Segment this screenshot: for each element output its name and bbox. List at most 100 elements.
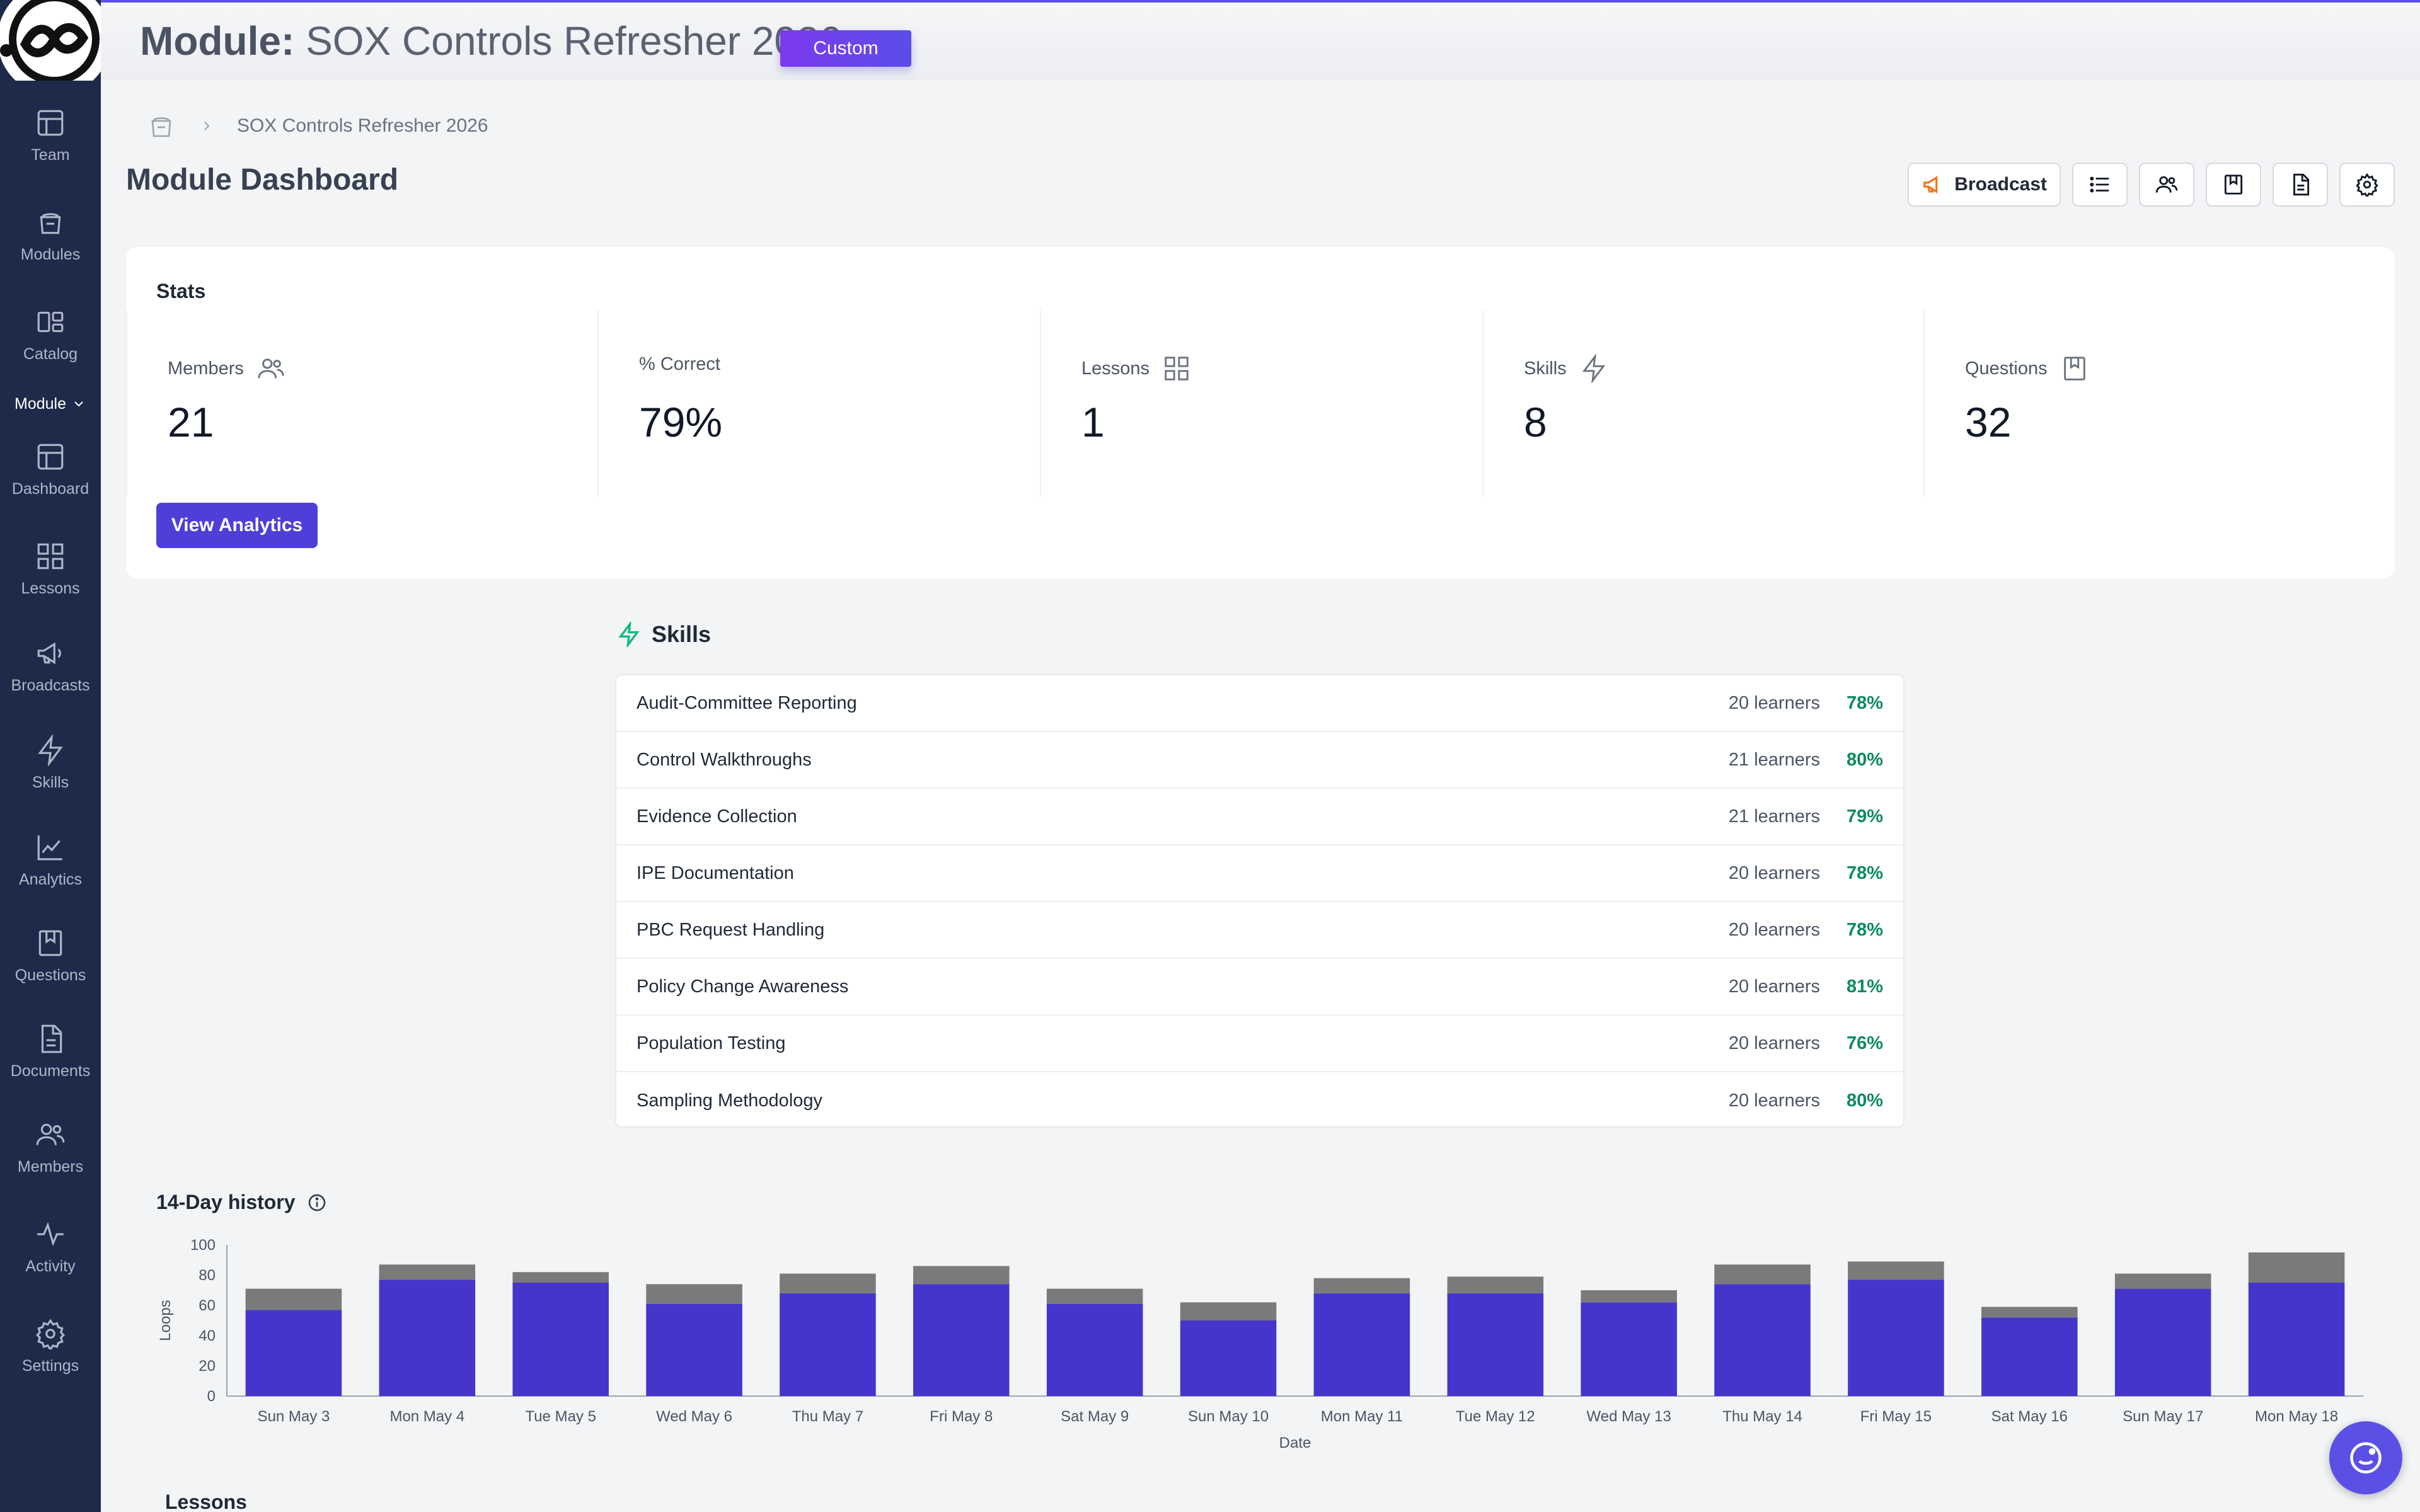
stat-label: % Correct [639,354,720,374]
x-tick-label: Tue May 12 [1456,1408,1535,1425]
bar [1313,1278,1410,1293]
skill-row[interactable]: Population Testing 20 learners 76% [616,1016,1903,1072]
x-tick-label: Fri May 15 [1860,1408,1932,1425]
y-tick-label: 60 [199,1297,216,1314]
sidebar-item-activity[interactable]: Activity [0,1206,101,1288]
skill-name: Audit-Committee Reporting [637,692,857,713]
stat-members: Members 21 [126,310,567,496]
skill-row[interactable]: PBC Request Handling 20 learners 78% [616,902,1903,959]
sidebar-item-dashboard[interactable]: Dashboard [0,428,101,510]
module-header: Module: SOX Controls Refresher 2026 Cust… [101,0,2420,79]
x-tick-label: Mon May 11 [1321,1408,1403,1425]
bar [1848,1280,1944,1396]
bar [512,1283,609,1396]
skill-percent: 78% [1846,862,1883,883]
book-icon [38,930,62,956]
gear-icon [2356,173,2378,197]
bar [2114,1288,2211,1396]
x-axis-label: Date [1279,1435,1311,1452]
broadcast-label: Broadcast [1954,174,2047,195]
sidebar-item-questions[interactable]: Questions [0,915,101,997]
sidebar-item-catalog[interactable]: Catalog [0,294,101,375]
bar [1447,1293,1544,1396]
y-tick-label: 40 [199,1327,216,1344]
sidebar-item-broadcasts[interactable]: Broadcasts [0,625,101,707]
skill-row[interactable]: Sampling Methodology 20 learners 80% [616,1072,1903,1129]
documents-button[interactable] [2273,163,2328,207]
bolt-icon [618,622,640,647]
chevron-down-icon [74,401,83,407]
module-title: Module: SOX Controls Refresher 2026 [140,18,841,64]
skills-title: Skills [652,621,712,647]
chat-icon [2350,1442,2382,1474]
breadcrumb-current[interactable]: SOX Controls Refresher 2026 [237,115,488,136]
info-icon[interactable] [307,1193,327,1213]
skill-row[interactable]: Policy Change Awareness 20 learners 81% [616,959,1903,1016]
skill-row[interactable]: Control Walkthroughs 21 learners 80% [616,732,1903,789]
stat-value: 21 [168,399,214,445]
sidebar-item-label: Lessons [21,579,80,597]
x-tick-label: Sun May 3 [258,1408,330,1425]
settings-button[interactable] [2339,163,2395,207]
document-icon [2293,173,2310,196]
sidebar-item-label: Questions [14,966,86,984]
skill-row[interactable]: Evidence Collection 21 learners 79% [616,789,1903,845]
users-icon [258,358,284,379]
skill-name: Sampling Methodology [637,1090,823,1111]
skills-list: Audit-Committee Reporting 20 learners 78… [615,674,1904,1128]
bar [1313,1293,1410,1396]
bar [1447,1276,1544,1293]
view-analytics-button[interactable]: View Analytics [156,503,318,548]
skill-learners: 21 learners [1728,749,1820,770]
box-icon[interactable] [146,111,176,141]
book-icon [2224,175,2243,195]
skill-percent: 78% [1846,692,1883,713]
list-icon [2090,176,2109,193]
sidebar-item-team[interactable]: Team [0,94,101,176]
custom-badge: Custom [780,30,911,67]
x-tick-label: Thu May 14 [1722,1408,1802,1425]
skill-name: Evidence Collection [637,806,797,827]
chat-launcher-button[interactable] [2329,1421,2402,1494]
skill-percent: 79% [1846,806,1883,827]
skill-name: Control Walkthroughs [637,749,812,770]
x-tick-label: Sun May 10 [1188,1408,1269,1425]
stat-questions: Questions 32 [1923,310,2365,496]
sidebar-item-modules[interactable]: Modules [0,194,101,276]
grid-icon [1165,357,1189,381]
bar [512,1272,609,1283]
sidebar-item-lessons[interactable]: Lessons [0,528,101,610]
bar [2248,1283,2345,1396]
history-chart: 0 20 40 60 80 100 Loops Sun May 3 Mon May 4 Tue M… [157,1237,2363,1452]
bar [1714,1264,1811,1285]
skill-row[interactable]: IPE Documentation 20 learners 78% [616,845,1903,902]
grid-icon [37,543,64,569]
bar [379,1280,476,1396]
bar [2114,1273,2211,1289]
sidebar-item-skills[interactable]: Skills [0,722,101,804]
sidebar-item-analytics[interactable]: Analytics [0,819,101,901]
sidebar-item-documents[interactable]: Documents [0,1011,101,1092]
sidebar-item-settings[interactable]: Settings [0,1305,101,1387]
layout-icon [37,110,64,135]
broadcast-button[interactable]: Broadcast [1908,163,2061,207]
app-logo[interactable] [0,0,101,81]
skill-percent: 78% [1846,919,1883,940]
sidebar-section-label: Module [14,394,66,413]
sidebar-item-label: Activity [25,1257,76,1275]
x-tick-label: Thu May 7 [792,1408,863,1425]
book-icon [2063,357,2085,381]
stat-label: Questions [1965,358,2048,379]
skill-row[interactable]: Audit-Committee Reporting 20 learners 78… [616,675,1903,732]
questions-button[interactable] [2206,163,2261,207]
bar [1981,1307,2078,1318]
members-button[interactable] [2139,163,2194,207]
skills-header: Skills [616,621,711,648]
stat-value: 8 [1524,399,1547,445]
megaphone-icon [1923,176,1938,193]
sidebar-item-members[interactable]: Members [0,1106,101,1188]
stat-label: Skills [1524,358,1567,379]
list-button[interactable] [2072,163,2128,207]
sidebar-section-module[interactable]: Module [0,389,101,418]
sidebar-item-label: Settings [21,1356,79,1375]
